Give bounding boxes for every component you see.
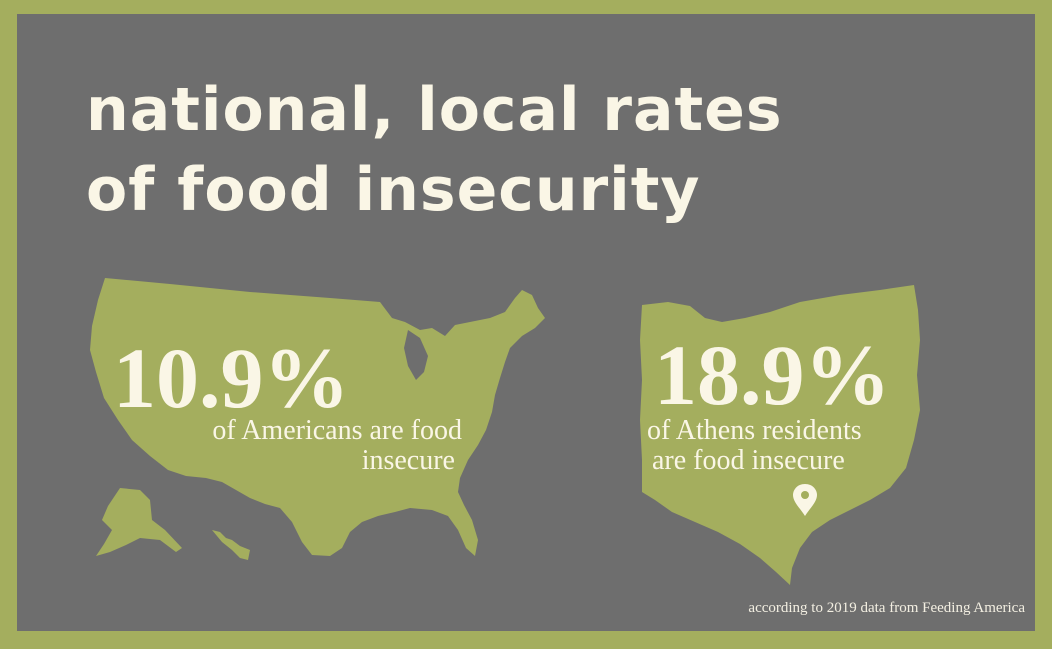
- usa-map-shape: [90, 278, 545, 556]
- national-desc-line-2: insecure: [361, 445, 455, 476]
- local-stat: 18.9%: [654, 327, 891, 423]
- great-lakes-cutout: [404, 330, 428, 380]
- title-line-1: national, local rates: [86, 75, 783, 145]
- hawaii-shape: [212, 530, 250, 560]
- national-stat: 10.9%: [113, 330, 350, 426]
- source-note: according to 2019 data from Feeding Amer…: [748, 600, 1025, 616]
- map-pin-icon: [793, 484, 817, 516]
- national-desc-line-1: of Americans are food: [212, 415, 462, 446]
- title-line-2: of food insecurity: [86, 155, 701, 225]
- local-desc-line-1: of Athens residents: [647, 415, 862, 446]
- local-desc-line-2: are food insecure: [652, 445, 845, 476]
- ohio-map-shape: [640, 285, 920, 585]
- alaska-shape: [96, 488, 182, 556]
